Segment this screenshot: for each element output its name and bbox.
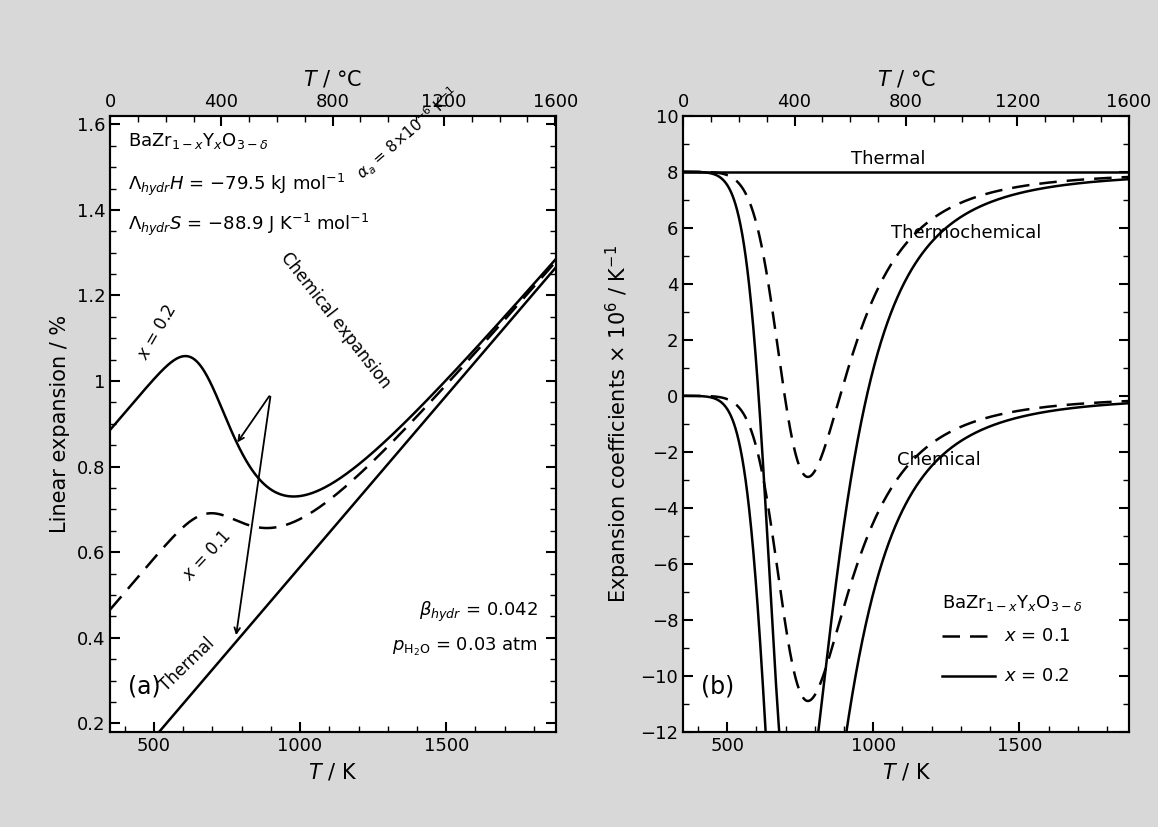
Y-axis label: Linear expansion / %: Linear expansion / % [50, 315, 69, 533]
X-axis label: $T$ / K: $T$ / K [308, 762, 358, 782]
Text: Chemical: Chemical [896, 452, 981, 469]
Text: Thermal: Thermal [851, 150, 925, 168]
Text: $x$ = 0.2: $x$ = 0.2 [134, 302, 179, 364]
Text: Chemical expansion: Chemical expansion [277, 249, 394, 392]
Text: Thermal: Thermal [156, 633, 219, 695]
Text: $x$ = 0.1: $x$ = 0.1 [1004, 628, 1071, 645]
Text: (b): (b) [701, 674, 734, 698]
X-axis label: $T$ / °C: $T$ / °C [877, 69, 936, 90]
Text: BaZr$_{1-x}$Y$_x$O$_{3-\delta}$: BaZr$_{1-x}$Y$_x$O$_{3-\delta}$ [127, 131, 269, 151]
Text: $\Lambda_{hydr}H$ = $-$79.5 kJ mol$^{-1}$: $\Lambda_{hydr}H$ = $-$79.5 kJ mol$^{-1}… [127, 171, 345, 198]
Text: Thermochemical: Thermochemical [891, 224, 1041, 242]
Text: $\Lambda_{hydr}S$ = $-$88.9 J K$^{-1}$ mol$^{-1}$: $\Lambda_{hydr}S$ = $-$88.9 J K$^{-1}$ m… [127, 211, 369, 237]
Text: $x$ = 0.1: $x$ = 0.1 [178, 527, 234, 584]
Y-axis label: Expansion coefficients $\times$ 10$^6$ / K$^{-1}$: Expansion coefficients $\times$ 10$^6$ /… [604, 245, 633, 603]
Text: $\alpha_a$ = 8$\times$10$^{-6}$ K$^{-1}$: $\alpha_a$ = 8$\times$10$^{-6}$ K$^{-1}$ [352, 84, 463, 184]
Text: BaZr$_{1-x}$Y$_x$O$_{3-\delta}$: BaZr$_{1-x}$Y$_x$O$_{3-\delta}$ [941, 593, 1083, 614]
X-axis label: $T$ / °C: $T$ / °C [303, 69, 362, 90]
Text: $\beta_{hydr}$ = 0.042: $\beta_{hydr}$ = 0.042 [419, 600, 538, 624]
Text: (a): (a) [127, 674, 161, 698]
Text: $x$ = 0.2: $x$ = 0.2 [1004, 667, 1070, 686]
Text: $p_{\rm H_2O}$ = 0.03 atm: $p_{\rm H_2O}$ = 0.03 atm [393, 637, 538, 658]
X-axis label: $T$ / K: $T$ / K [881, 762, 931, 782]
